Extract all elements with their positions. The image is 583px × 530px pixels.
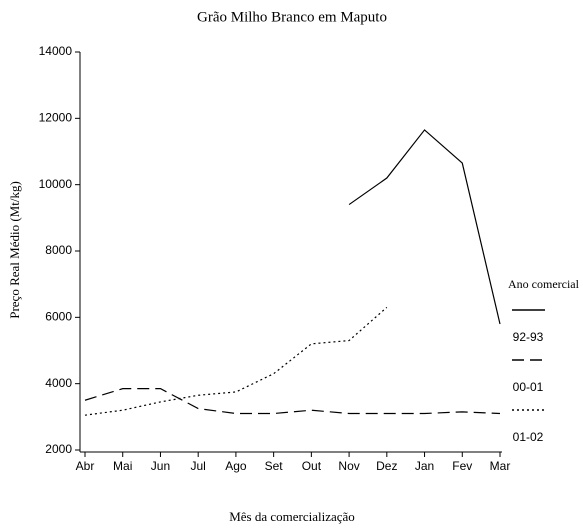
y-tick-label: 6000 (45, 310, 72, 324)
x-tick-label: Abr (76, 459, 95, 473)
chart-title: Grão Milho Branco em Maputo (197, 9, 387, 25)
legend-label: 00-01 (513, 380, 544, 394)
x-axis-label: Mês da comercialização (229, 509, 355, 524)
y-tick-label: 2000 (45, 442, 72, 456)
series-line (84, 388, 501, 415)
legend-label: 01-02 (513, 430, 544, 444)
y-tick-label: 4000 (45, 376, 72, 390)
legend-title: Ano comercial (508, 277, 580, 291)
y-tick-label: 8000 (45, 243, 72, 257)
legend-label: 92-93 (513, 330, 544, 344)
x-tick-label: Mai (113, 459, 132, 473)
x-tick-label: Out (302, 459, 322, 473)
x-tick-label: Fev (452, 459, 472, 473)
series-line (348, 129, 501, 325)
y-tick-label: 14000 (39, 44, 73, 58)
x-tick-label: Ago (225, 459, 247, 473)
x-tick-label: Set (265, 459, 284, 473)
series-line (84, 306, 388, 416)
x-tick-label: Nov (338, 459, 359, 473)
x-tick-label: Jun (151, 459, 170, 473)
x-tick-label: Jan (415, 459, 434, 473)
y-tick-label: 12000 (39, 111, 73, 125)
x-tick-label: Dez (376, 459, 397, 473)
y-axis-label: Preço Real Médio (Mt/kg) (7, 181, 22, 319)
y-tick-label: 10000 (39, 177, 73, 191)
x-tick-label: Mar (490, 459, 511, 473)
x-tick-label: Jul (191, 459, 206, 473)
